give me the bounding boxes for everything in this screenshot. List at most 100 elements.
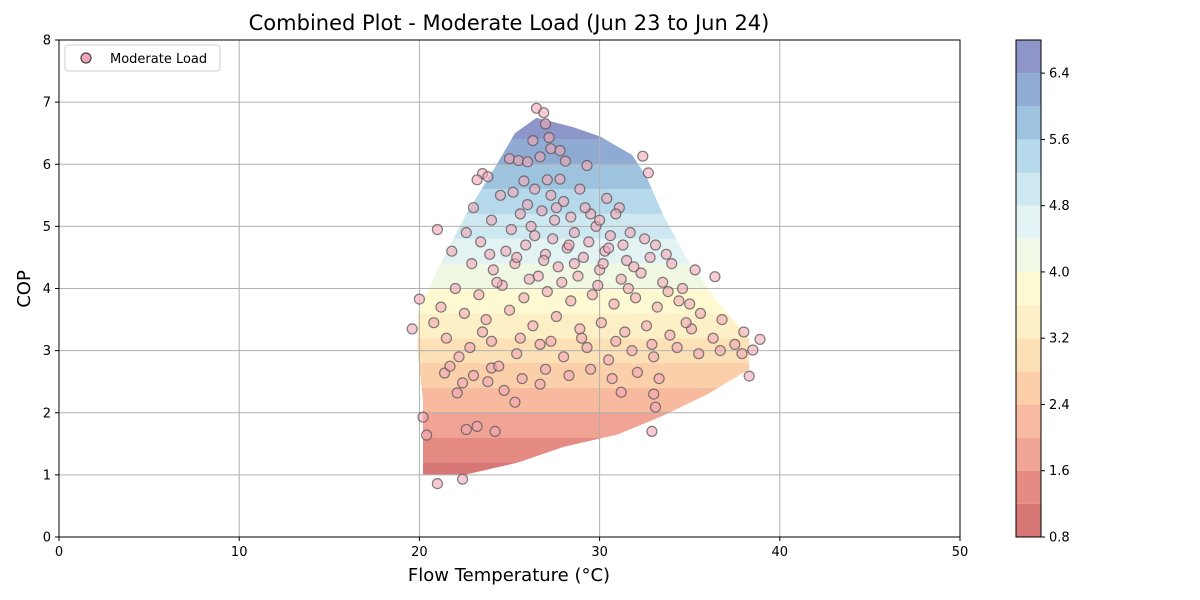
y-axis-ticks: 0 1 2 3 4 5 6 7 8 — [43, 34, 59, 546]
scatter-point — [466, 258, 478, 270]
y-tick-label: 7 — [43, 96, 51, 111]
scatter-point — [592, 279, 604, 291]
scatter-point — [709, 271, 721, 283]
colorbar-band — [1016, 404, 1041, 438]
scatter-point — [509, 396, 521, 408]
scatter-point — [521, 199, 534, 211]
colorbar-band — [1016, 371, 1041, 405]
scatter-point — [520, 239, 532, 251]
scatter-point — [604, 230, 617, 242]
scatter-point — [648, 351, 660, 363]
scatter-point — [620, 254, 633, 267]
scatter-point — [619, 326, 631, 338]
scatter-points — [406, 102, 766, 490]
scatter-point — [539, 363, 552, 375]
scatter-point — [514, 332, 526, 344]
scatter-point — [556, 276, 568, 288]
scatter-point — [545, 335, 557, 347]
scatter-point — [568, 227, 581, 239]
colorbar: 0.8 1.6 2.4 3.2 4.0 4.8 5.6 6.4 — [1015, 39, 1070, 546]
scatter-point — [640, 320, 653, 332]
scatter-point — [631, 366, 644, 378]
legend: Moderate Load — [64, 44, 221, 72]
scatter-point — [738, 326, 750, 338]
y-tick-label: 3 — [43, 344, 51, 359]
scatter-point — [446, 245, 458, 257]
scatter-point — [476, 326, 489, 338]
scatter-point — [480, 314, 492, 326]
colorbar-tick-label: 0.8 — [1049, 531, 1070, 546]
scatter-point — [743, 370, 755, 382]
colorbar-band — [1016, 40, 1041, 74]
scatter-point — [493, 360, 505, 372]
scatter-point — [644, 251, 656, 263]
colorbar-band — [1016, 271, 1041, 306]
chart-title: Combined Plot - Moderate Load (Jun 23 to… — [249, 11, 770, 35]
scatter-point — [444, 360, 456, 372]
scatter-point — [529, 230, 541, 242]
colorbar-band — [1016, 437, 1041, 471]
scatter-point — [552, 261, 564, 273]
scatter-point — [622, 282, 635, 295]
colorbar-band — [1016, 305, 1041, 339]
scatter-point — [554, 145, 566, 157]
scatter-point — [716, 314, 728, 326]
scatter-point — [457, 473, 469, 485]
legend-box — [64, 44, 221, 72]
scatter-point — [660, 248, 672, 260]
scatter-point — [646, 338, 658, 350]
scatter-point — [545, 189, 557, 201]
scatter-point — [563, 369, 575, 382]
scatter-point — [505, 223, 517, 236]
scatter-point — [642, 167, 654, 179]
scatter-point — [431, 478, 443, 490]
scatter-point — [529, 183, 541, 195]
scatter-point — [653, 373, 665, 385]
scatter-point — [521, 156, 534, 168]
scatter-point — [649, 239, 662, 251]
scatter-point — [754, 333, 766, 345]
colorbar-tick-label: 4.0 — [1049, 265, 1070, 280]
scatter-point — [413, 293, 425, 305]
scatter-point — [541, 174, 553, 186]
y-tick-label: 1 — [43, 468, 51, 483]
scatter-point — [583, 236, 595, 248]
scatter-point — [628, 261, 640, 273]
scatter-point — [610, 335, 622, 347]
scatter-point — [629, 292, 642, 304]
y-tick-label: 0 — [43, 531, 51, 546]
scatter-point — [637, 150, 649, 162]
scatter-point — [689, 264, 701, 276]
y-tick-label: 6 — [43, 158, 51, 173]
scatter-point — [536, 205, 548, 217]
x-tick-label: 40 — [772, 545, 789, 560]
scatter-point — [676, 282, 689, 295]
scatter-point — [534, 151, 546, 163]
scatter-point — [518, 175, 530, 187]
scatter-point — [431, 223, 443, 236]
x-tick-label: 20 — [411, 545, 428, 560]
scatter-point — [417, 411, 429, 423]
scatter-point — [460, 227, 472, 239]
colorbar-band — [1016, 238, 1041, 272]
scatter-point — [602, 354, 615, 366]
scatter-point — [648, 388, 660, 400]
scatter-point — [574, 183, 586, 195]
scatter-point — [464, 341, 476, 354]
scatter-point — [503, 304, 516, 316]
scatter-point — [646, 425, 658, 437]
scatter-point — [538, 107, 550, 119]
scatter-point — [458, 307, 470, 319]
scatter-point — [547, 233, 559, 245]
x-axis-ticks: 0 10 20 30 40 50 — [55, 537, 968, 560]
y-tick-label: 5 — [43, 220, 51, 235]
scatter-point — [518, 292, 530, 304]
scatter-point — [421, 429, 433, 441]
scatter-point — [539, 118, 552, 130]
y-tick-label: 4 — [43, 282, 51, 297]
scatter-point — [624, 227, 636, 239]
scatter-point — [485, 335, 498, 347]
scatter-point — [707, 332, 719, 344]
scatter-point — [638, 233, 651, 245]
